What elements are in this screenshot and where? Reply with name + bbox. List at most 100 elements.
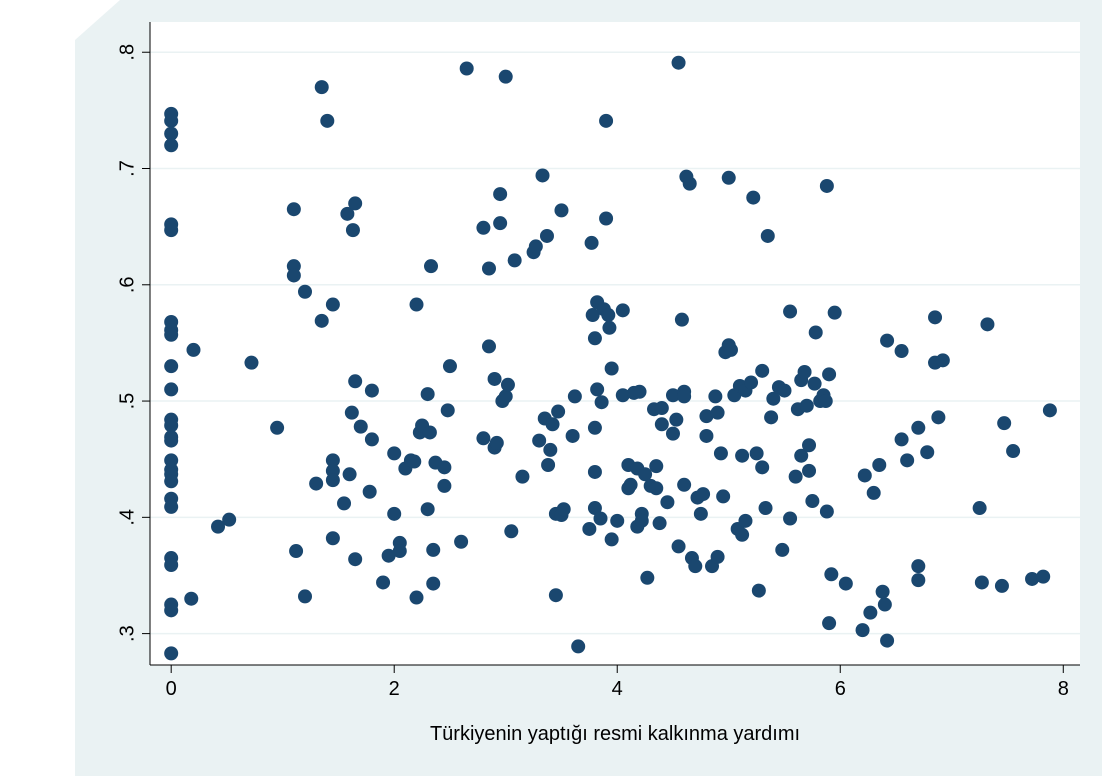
point	[1036, 569, 1051, 584]
point	[602, 320, 617, 335]
point	[638, 467, 653, 482]
point	[665, 388, 680, 403]
point	[364, 383, 379, 398]
point	[387, 446, 402, 461]
point	[587, 420, 602, 435]
x-tick-label: 6	[835, 678, 846, 700]
point	[535, 168, 550, 183]
point	[314, 80, 329, 95]
point	[594, 395, 609, 410]
corner	[75, 0, 120, 40]
point	[164, 327, 179, 342]
point	[590, 382, 605, 397]
point	[900, 453, 915, 468]
point	[693, 506, 708, 521]
point	[565, 428, 580, 443]
point	[320, 113, 335, 128]
point	[880, 333, 895, 348]
x-axis-title: Türkiyenin yaptığı resmi kalkınma yardım…	[430, 723, 800, 745]
point	[632, 384, 647, 399]
point	[783, 304, 798, 319]
point	[911, 573, 926, 588]
point	[309, 476, 324, 491]
point	[735, 448, 750, 463]
point	[649, 459, 664, 474]
point	[866, 485, 881, 500]
point	[211, 519, 226, 534]
point	[298, 284, 312, 299]
point	[928, 310, 943, 325]
point	[710, 549, 725, 564]
point	[783, 511, 798, 526]
point	[805, 494, 820, 509]
point	[738, 513, 753, 528]
point	[755, 460, 770, 475]
point	[493, 216, 508, 231]
point	[364, 432, 379, 447]
point	[164, 474, 179, 489]
point	[571, 639, 586, 654]
point	[665, 426, 680, 441]
point	[634, 513, 649, 528]
point	[437, 478, 452, 493]
point	[409, 297, 424, 312]
point	[696, 487, 711, 502]
point	[420, 502, 435, 517]
plot-region	[150, 22, 1080, 665]
point	[325, 473, 340, 488]
point	[587, 331, 602, 346]
point	[348, 552, 363, 567]
point	[610, 513, 625, 528]
point	[735, 527, 750, 542]
point	[716, 489, 731, 504]
point	[541, 458, 556, 473]
point	[498, 389, 513, 404]
point	[164, 113, 179, 128]
point	[353, 419, 368, 434]
y-tick-label: .7	[116, 160, 138, 177]
point	[548, 588, 563, 603]
point	[749, 446, 764, 461]
y-tick-label: .5	[116, 393, 138, 410]
point	[615, 303, 630, 318]
point	[857, 468, 872, 483]
point	[755, 363, 770, 378]
point	[348, 374, 363, 389]
point	[493, 187, 508, 202]
point	[894, 344, 909, 359]
point	[713, 446, 728, 461]
point	[827, 305, 842, 320]
point	[426, 542, 441, 557]
point	[677, 477, 692, 492]
point	[669, 412, 684, 427]
point	[314, 313, 329, 328]
point	[184, 591, 199, 606]
point	[824, 567, 839, 582]
point	[498, 69, 513, 84]
point	[660, 495, 675, 510]
point	[582, 521, 597, 536]
point	[822, 367, 837, 382]
point	[674, 312, 689, 327]
point	[974, 575, 989, 590]
point	[688, 559, 703, 574]
point	[286, 202, 301, 217]
point	[599, 211, 614, 226]
point	[819, 178, 834, 193]
point	[164, 138, 179, 153]
point	[348, 196, 363, 211]
point	[286, 268, 301, 283]
point	[766, 391, 781, 406]
point	[802, 463, 817, 478]
point	[481, 261, 496, 276]
point	[822, 616, 837, 631]
point	[186, 342, 201, 357]
point	[671, 55, 686, 70]
point	[855, 623, 870, 638]
x-tick-label: 2	[389, 678, 400, 700]
point	[289, 544, 304, 559]
point	[442, 359, 457, 374]
point	[337, 496, 352, 511]
y-tick-label: .6	[116, 276, 138, 293]
